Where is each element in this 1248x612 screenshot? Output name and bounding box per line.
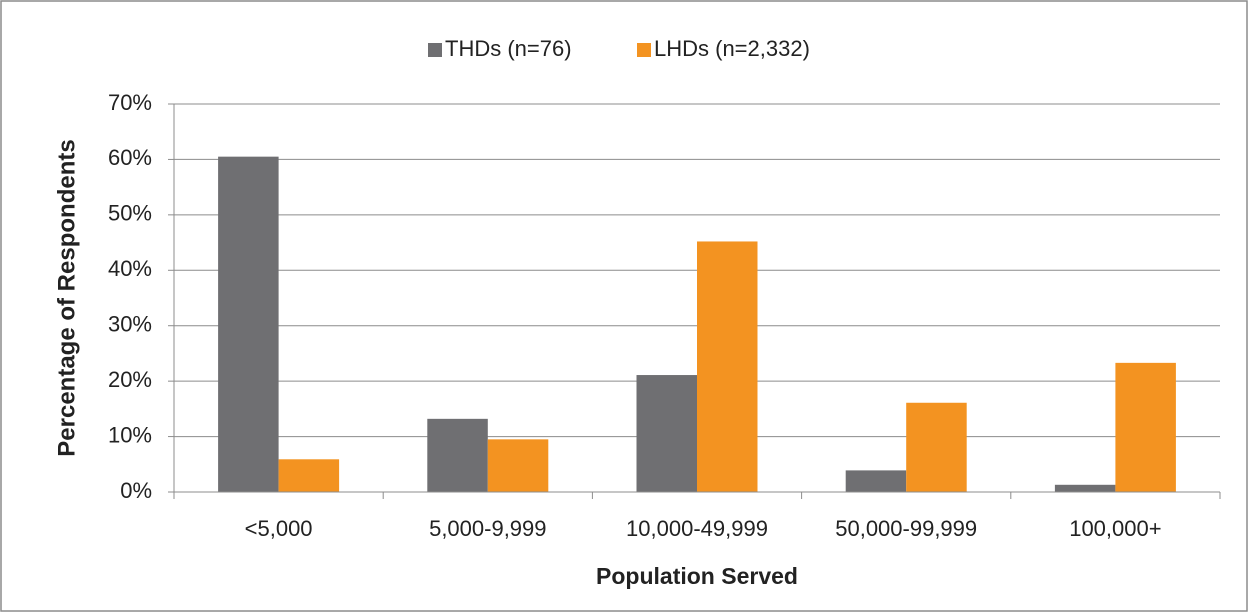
y-tick-label: 20% [108,367,152,392]
y-tick-label: 30% [108,312,152,337]
y-tick-label: 60% [108,145,152,170]
x-axis-label: Population Served [596,563,798,589]
y-tick-label: 50% [108,201,152,226]
x-tick-label: <5,000 [245,516,313,541]
bar [1054,484,1116,492]
bar [278,459,340,492]
y-tick-label: 0% [120,478,152,503]
y-tick-label: 70% [108,90,152,115]
x-tick-label: 100,000+ [1069,516,1161,541]
bar [1115,362,1176,492]
bar [427,418,488,492]
x-tick-label: 5,000-9,999 [429,516,546,541]
bar [487,439,549,492]
x-tick-label: 10,000-49,999 [626,516,768,541]
legend-label: LHDs (n=2,332) [654,36,810,61]
bar [218,156,279,492]
legend-swatch [428,43,442,57]
y-axis-label: Percentage of Respondents [53,139,80,456]
bar [697,241,758,492]
x-tick-label: 50,000-99,999 [835,516,977,541]
bar [906,402,967,492]
y-tick-label: 10% [108,422,152,447]
bar [636,375,697,492]
bar [845,470,907,492]
y-tick-label: 40% [108,256,152,281]
legend-swatch [637,43,651,57]
legend-label: THDs (n=76) [445,36,572,61]
